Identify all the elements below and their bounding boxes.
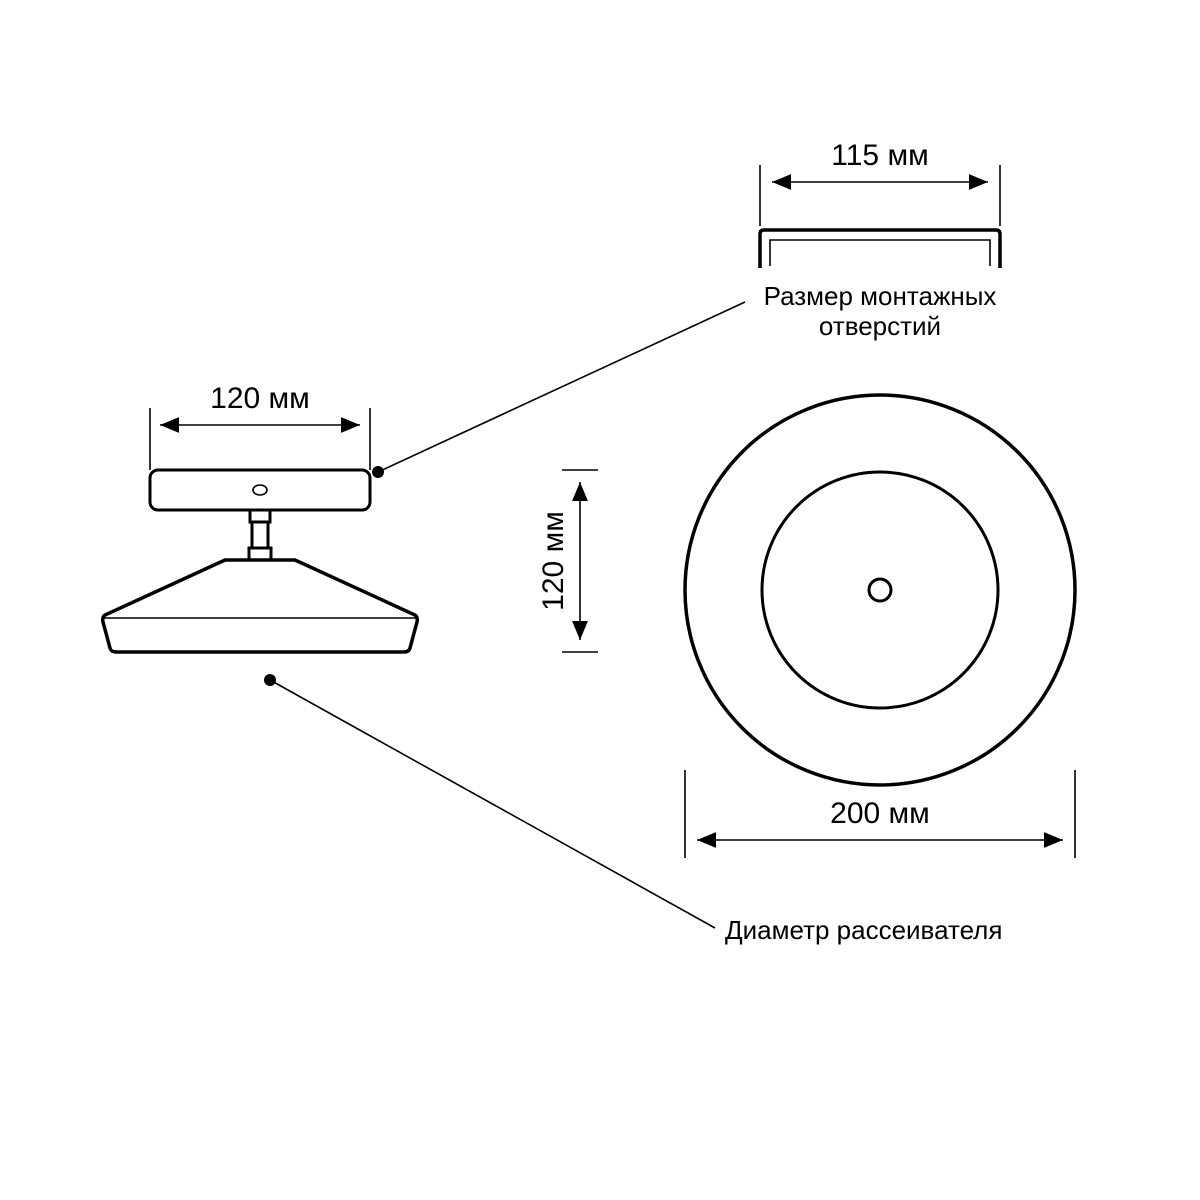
label-mount-l1: Размер монтажных: [764, 281, 997, 311]
label-mount-l2: отверстий: [819, 311, 941, 341]
inner-ring: [762, 472, 998, 708]
base-plate: [150, 470, 370, 510]
dim-base-width-text: 120 мм: [210, 382, 310, 415]
top-view: [685, 395, 1075, 785]
dim-base-width: 120 мм: [150, 382, 370, 470]
label-diffuser: Диаметр рассеивателя: [725, 915, 1002, 945]
shade-outline: [103, 560, 418, 652]
mount-bracket: [760, 230, 1000, 268]
technical-drawing: 120 мм 120 мм 115 мм 200 мм Размер монта…: [0, 0, 1200, 1200]
leader-mount-holes: Размер монтажных отверстий: [372, 281, 996, 478]
dim-mount-width-text: 115 мм: [831, 139, 928, 172]
center-hole: [869, 579, 891, 601]
dim-diameter: 200 мм: [685, 770, 1075, 858]
base-screw-hole: [253, 485, 267, 495]
dim-height-text: 120 мм: [537, 511, 570, 611]
stem: [249, 510, 271, 560]
outer-ring: [685, 395, 1075, 785]
side-view: [103, 470, 418, 652]
dim-height: 120 мм: [537, 470, 598, 652]
dim-mount-width: 115 мм: [760, 139, 1000, 226]
dim-diameter-text: 200 мм: [830, 797, 930, 830]
